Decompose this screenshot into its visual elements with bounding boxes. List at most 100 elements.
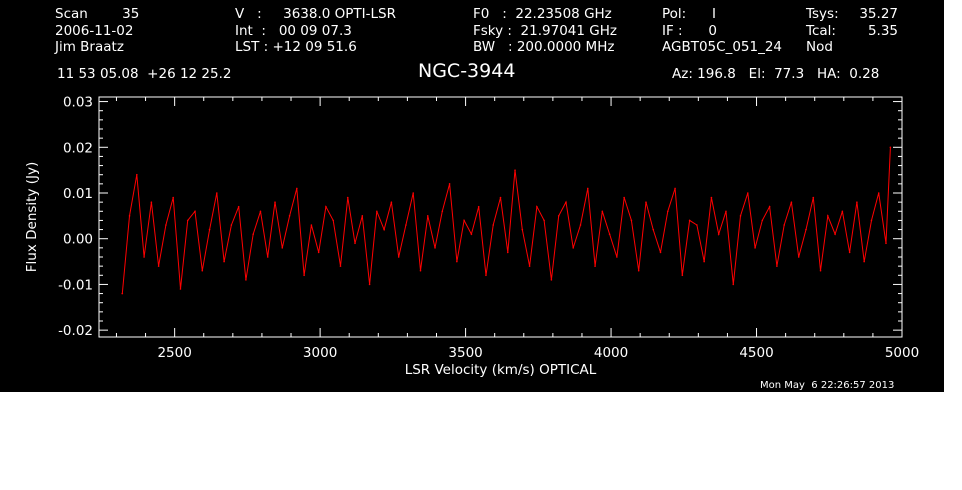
header-fsky: Fsky : 21.97041 GHz [473, 23, 617, 39]
spectrum-point [550, 279, 553, 281]
spectrum-point [623, 196, 625, 199]
spectrum-point [586, 187, 589, 190]
header-az-el-ha: Az: 196.8 El: 77.3 HA: 0.28 [672, 66, 880, 82]
spectrum-point [332, 219, 335, 222]
trace-layer [121, 146, 892, 295]
spectrum-point [252, 233, 254, 235]
spectrum-point [761, 219, 764, 222]
spectrum-point [165, 224, 167, 226]
spectrum-point [863, 260, 865, 263]
spectrum-point [703, 260, 705, 263]
spectrum-point [594, 265, 596, 267]
spectrum-point [797, 256, 800, 258]
spectrum-point [259, 210, 262, 213]
plot-frame [98, 96, 903, 338]
y-tick-label: 0.03 [63, 95, 93, 111]
header-project: AGBT05C_051_24 [662, 39, 783, 55]
spectrum-point [296, 187, 298, 190]
spectrum-point [616, 256, 618, 258]
y-tick-label: 0.02 [63, 140, 93, 156]
spectrum-point [492, 224, 495, 226]
source-name: NGC-3944 [418, 60, 516, 82]
x-tick-label: 5000 [885, 345, 919, 361]
header-coordinates: 11 53 05.08 +26 12 25.2 [57, 66, 232, 82]
header-integration: Int : 00 09 07.3 [235, 23, 352, 39]
spectrum-point [506, 251, 509, 254]
spectrum-point [521, 228, 524, 231]
spectrum-point [237, 205, 240, 208]
spectrum-point [608, 233, 611, 235]
spectrum-point [870, 219, 873, 222]
spectrum-point [150, 201, 153, 203]
spectrum-point [790, 201, 793, 203]
spectrum-point [674, 187, 676, 190]
x-tick-label: 2500 [157, 345, 191, 361]
y-tick-label: -0.02 [58, 323, 93, 339]
spectrum-point [528, 265, 531, 267]
spectrum-point [710, 196, 713, 199]
spectrum-point [383, 228, 385, 231]
spectrum-point [572, 247, 575, 249]
spectrum-point [768, 205, 771, 208]
plot-panel: Scan 35 2006-11-02 Jim Braatz V : 3638.0… [0, 0, 944, 392]
spectrum-point [725, 210, 727, 213]
spectrum-point [688, 219, 691, 222]
spectrum-point [376, 210, 378, 213]
spectrum-point [776, 265, 778, 267]
spectrum-point [579, 224, 582, 226]
spectrum-point [419, 269, 422, 272]
spectrum-point [143, 256, 145, 258]
spectrum-point [805, 228, 807, 231]
spectrum-point [819, 269, 822, 272]
spectrum-point [536, 205, 538, 208]
spectrum-point [368, 283, 371, 286]
spectrum-point [659, 251, 662, 254]
spectrum-point [245, 279, 247, 281]
spectrum-point [637, 269, 640, 272]
header-observer: Jim Braatz [55, 39, 124, 55]
header-f0: F0 : 22.23508 GHz [473, 6, 612, 22]
spectrum-point [266, 256, 269, 258]
header-tsys-label: Tsys: [806, 6, 839, 22]
spectrum-point [470, 233, 473, 235]
spectrum-point [128, 215, 131, 217]
spectrum-point [317, 251, 320, 254]
spectrum-point [303, 274, 305, 277]
y-axis-label: Flux Density (Jy) [24, 162, 40, 272]
spectrum-point [666, 210, 669, 213]
spectrum-point [477, 205, 480, 208]
spectrum-point [717, 233, 720, 235]
header-bandwidth: BW : 200.0000 MHz [473, 39, 615, 55]
header-polarization: Pol: I [662, 6, 716, 22]
spectrum-point [877, 192, 880, 194]
spectrum-point [405, 224, 407, 226]
spectrum-point [448, 183, 451, 185]
spectrum-point [412, 192, 415, 194]
spectrum-point [889, 146, 892, 149]
y-tick-label: 0.01 [63, 186, 93, 202]
spectrum-point [223, 260, 225, 263]
spectrum-point [456, 260, 458, 263]
spectrum-point [288, 215, 291, 217]
spectrum-point [514, 169, 516, 171]
spectrum-point [601, 210, 604, 213]
spectrum-point [426, 215, 429, 217]
spectrum-point [557, 215, 560, 217]
spectrum-point [281, 247, 284, 249]
spectrum-point [681, 274, 684, 277]
header-velocity: V : 3638.0 OPTI-LSR [235, 6, 396, 22]
spectrum-point [754, 247, 756, 249]
header-date: 2006-11-02 [55, 23, 134, 39]
spectrum-point [747, 192, 749, 194]
x-tick-label: 4000 [594, 345, 628, 361]
spectrum-point [434, 247, 436, 249]
spectrum-point [230, 224, 233, 226]
header-if: IF : 0 [662, 23, 717, 39]
spectrum-point [310, 224, 313, 226]
header-tsys-value: 35.27 [859, 6, 898, 22]
spectrum-point [157, 265, 160, 267]
spectrum-point [834, 233, 836, 235]
x-tick-label: 4500 [739, 345, 773, 361]
header-tcal-value: 5.35 [867, 23, 898, 39]
spectrum-point [390, 201, 393, 203]
